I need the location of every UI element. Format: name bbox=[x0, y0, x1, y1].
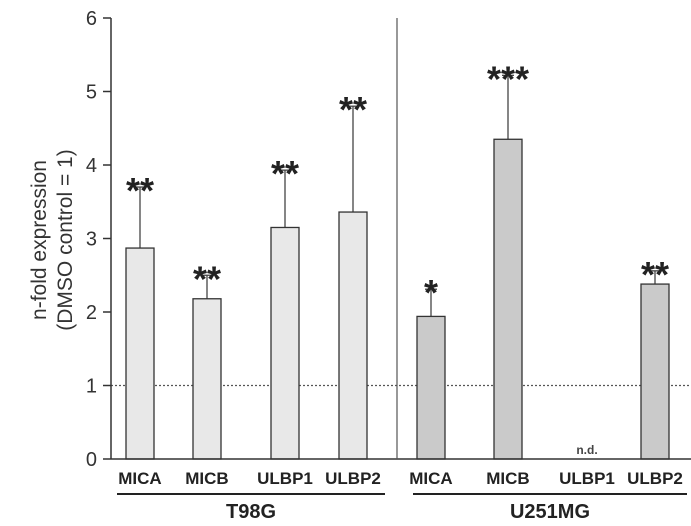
x-tick-label: MICA bbox=[409, 469, 452, 488]
y-axis-label-line1: n-fold expression bbox=[28, 160, 51, 320]
group-label: T98G bbox=[226, 501, 276, 523]
not-determined-label: n.d. bbox=[576, 443, 597, 457]
bar bbox=[493, 138, 523, 460]
y-axis-label-line2: (DMSO control = 1) bbox=[54, 149, 77, 330]
y-tick-label: 6 bbox=[86, 8, 97, 30]
bar bbox=[338, 211, 368, 460]
significance-marker: ** bbox=[193, 258, 221, 299]
significance-marker: ** bbox=[126, 170, 154, 211]
y-tick-label: 3 bbox=[86, 229, 97, 251]
y-tick-label: 0 bbox=[86, 449, 97, 471]
significance-marker: * bbox=[424, 272, 438, 313]
group-label: U251MG bbox=[510, 501, 590, 523]
significance-marker: ** bbox=[271, 153, 299, 194]
labels-layer: ** MICA ** MICB ** ULBP1 ** ULBP2 T98G * MICA *** MI… bbox=[86, 8, 683, 523]
x-tick-label: ULBP1 bbox=[559, 469, 615, 488]
x-tick-label: ULBP1 bbox=[257, 469, 313, 488]
x-tick-label: MICB bbox=[486, 469, 529, 488]
bar bbox=[125, 247, 155, 460]
x-tick-label: ULBP2 bbox=[627, 469, 683, 488]
bar bbox=[192, 298, 222, 460]
bar bbox=[416, 315, 446, 460]
x-tick-label: ULBP2 bbox=[325, 469, 381, 488]
significance-marker: ** bbox=[339, 89, 367, 130]
bar bbox=[640, 283, 670, 460]
y-tick-label: 4 bbox=[86, 155, 97, 177]
x-tick-label: MICA bbox=[118, 469, 161, 488]
y-tick-label: 2 bbox=[86, 302, 97, 324]
significance-marker: *** bbox=[487, 58, 529, 99]
y-tick-label: 5 bbox=[86, 82, 97, 104]
bar bbox=[270, 226, 300, 460]
y-tick-label: 1 bbox=[86, 376, 97, 398]
x-tick-label: MICB bbox=[185, 469, 228, 488]
axis-layer bbox=[103, 17, 691, 495]
significance-marker: ** bbox=[641, 254, 669, 295]
bars-layer bbox=[125, 74, 670, 460]
